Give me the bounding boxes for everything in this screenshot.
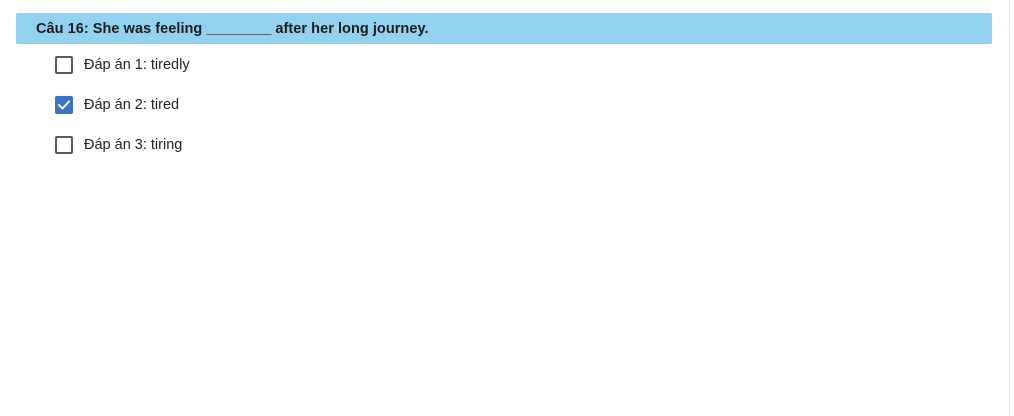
question-text: Câu 16: She was feeling ________ after h…: [36, 20, 429, 37]
answer-1-label: Đáp án 1: tiredly: [84, 57, 190, 73]
question-header: Câu 16: She was feeling ________ after h…: [16, 13, 992, 44]
answer-option-3[interactable]: Đáp án 3: tiring: [55, 134, 190, 156]
answer-option-1[interactable]: Đáp án 1: tiredly: [55, 54, 190, 76]
answer-3-label: Đáp án 3: tiring: [84, 137, 183, 153]
answer-list: Đáp án 1: tiredly Đáp án 2: tired Đáp án…: [55, 54, 190, 174]
answer-2-label: Đáp án 2: tired: [84, 97, 180, 113]
answer-1-checkbox[interactable]: [55, 56, 73, 74]
answer-2-checkbox[interactable]: [55, 96, 73, 114]
answer-option-2[interactable]: Đáp án 2: tired: [55, 94, 190, 116]
answer-3-checkbox[interactable]: [55, 136, 73, 154]
checkmark-icon: [58, 100, 70, 110]
